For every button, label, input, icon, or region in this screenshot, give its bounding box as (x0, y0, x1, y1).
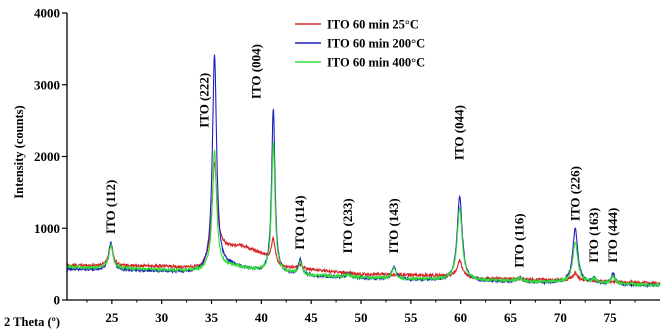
x-tick-label: 40 (255, 310, 268, 325)
peak-label: ITO (004) (248, 44, 263, 99)
x-tick-label: 25 (105, 310, 119, 325)
legend-label: ITO 60 min 25°C (327, 18, 419, 32)
peak-label: ITO (163) (586, 208, 601, 263)
legend-label: ITO 60 min 400°C (327, 56, 425, 70)
x-axis-title: 2 Theta (º) (4, 315, 60, 329)
y-axis-title: Intensity (counts) (12, 105, 26, 198)
y-tick-label: 2000 (34, 149, 60, 164)
peak-label: ITO (143) (386, 198, 401, 253)
legend-label: ITO 60 min 200°C (327, 37, 425, 51)
plot-lines (66, 54, 661, 289)
peak-label: ITO (233) (340, 198, 355, 253)
annotations: ITO (112) ITO (222) ITO (004) ITO (114) ITO … (103, 44, 620, 268)
peak-label: ITO (114) (292, 195, 307, 249)
peak-label: ITO (044) (452, 105, 467, 160)
peak-label: ITO (222) (197, 73, 212, 128)
series-line-3 (66, 141, 661, 288)
x-tick-label: 65 (504, 310, 518, 325)
y-tick-label: 1000 (34, 221, 60, 236)
x-tick-label: 60 (454, 310, 467, 325)
x-tick-label: 70 (554, 310, 567, 325)
peak-label: ITO (112) (103, 180, 118, 234)
y-tick-label: 3000 (34, 77, 60, 92)
x-tick-label: 75 (604, 310, 618, 325)
x-tick-label: 50 (355, 310, 368, 325)
x-tick-label: 35 (205, 310, 219, 325)
peak-label: ITO (444) (605, 208, 620, 263)
peak-label: ITO (116) (511, 213, 526, 267)
y-tick-label: 4000 (34, 6, 60, 21)
legend: ITO 60 min 25°C ITO 60 min 200°C ITO 60 mi… (295, 18, 425, 70)
y-tick-label: 0 (54, 293, 61, 308)
axes: 0 1000 2000 3000 4000 25 30 35 40 45 50 55 60 65 70 75 (34, 6, 660, 325)
x-tick-label: 30 (155, 310, 168, 325)
x-tick-label: 55 (404, 310, 418, 325)
peak-label: ITO (226) (567, 166, 582, 221)
x-tick-label: 45 (305, 310, 319, 325)
